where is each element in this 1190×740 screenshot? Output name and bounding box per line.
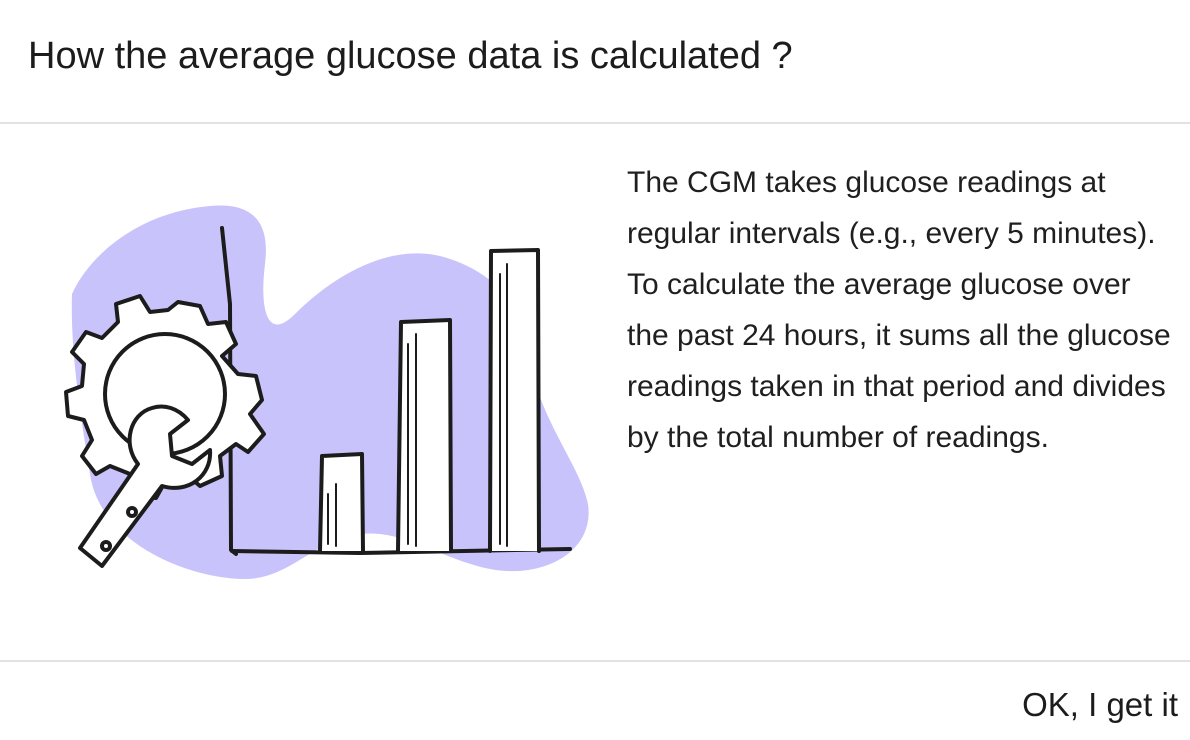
dialog-header: How the average glucose data is calculat…	[0, 0, 1190, 124]
wrench-icon	[78, 404, 213, 568]
dialog-footer: OK, I get it	[0, 660, 1190, 740]
dialog-body: The CGM takes glucose readings at regula…	[0, 124, 1190, 660]
dialog-title: How the average glucose data is calculat…	[28, 35, 793, 77]
chart-bar-1	[318, 452, 365, 553]
settings-chart-illustration	[64, 205, 589, 579]
ok-button[interactable]: OK, I get it	[1022, 682, 1178, 728]
chart-bar-3	[488, 248, 541, 553]
chart-bar-2	[396, 318, 453, 553]
dialog-description: The CGM takes glucose readings at regula…	[627, 166, 1171, 454]
